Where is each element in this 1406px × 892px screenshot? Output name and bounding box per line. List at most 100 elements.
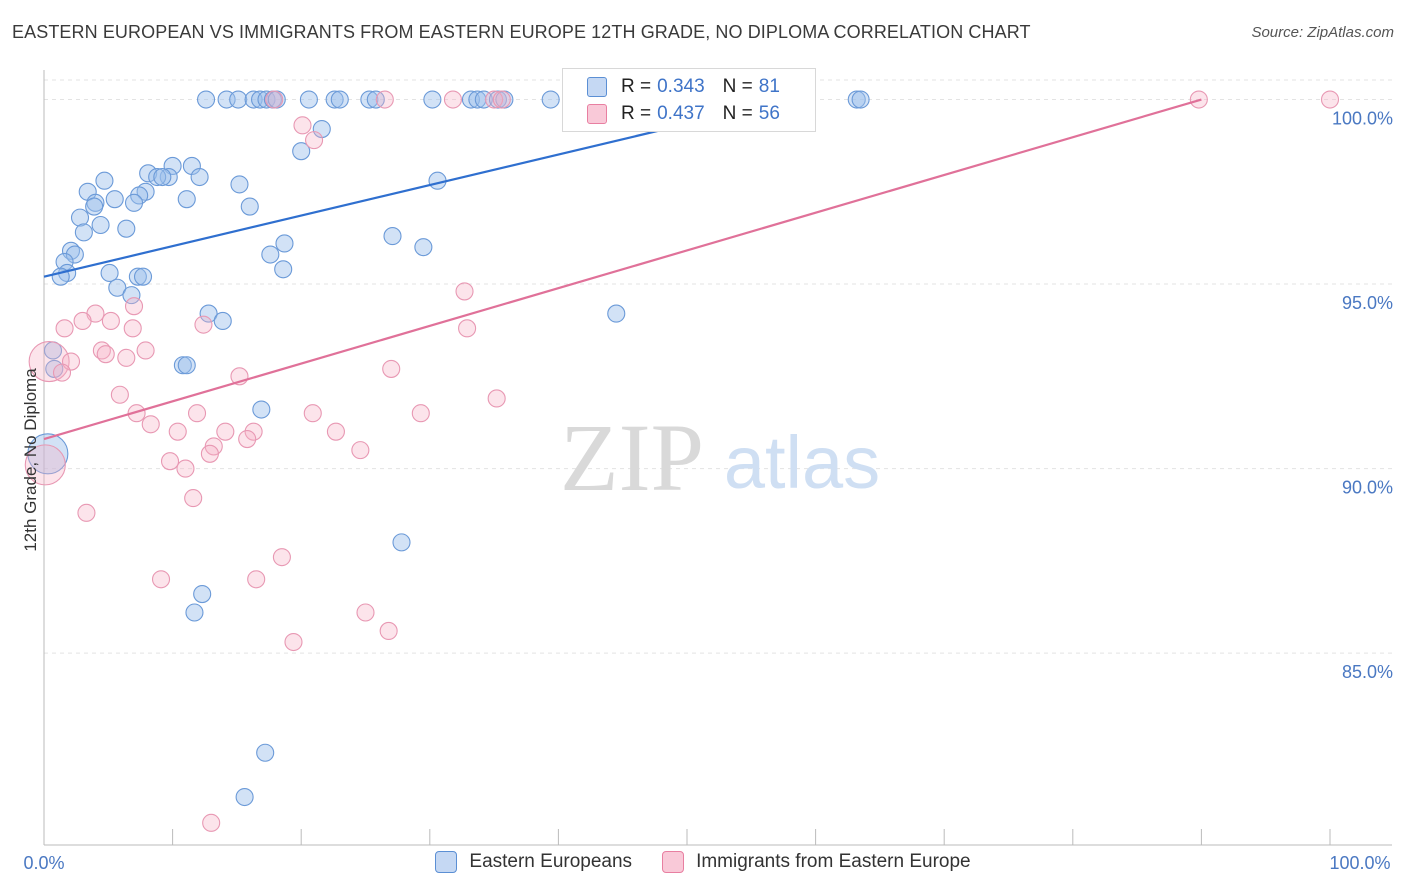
data-points: [24, 90, 1340, 832]
chart-title: EASTERN EUROPEAN VS IMMIGRANTS FROM EAST…: [12, 22, 1031, 42]
point-eastern-european: [153, 167, 172, 187]
point-eastern-european: [163, 156, 182, 176]
point-eastern-european: [474, 90, 493, 109]
point-immigrant: [110, 385, 129, 404]
point-eastern-european: [117, 219, 136, 238]
point-eastern-european: [27, 433, 69, 475]
point-eastern-european: [847, 90, 866, 109]
point-eastern-european: [108, 278, 127, 297]
point-immigrant: [151, 570, 171, 589]
point-immigrant: [141, 415, 160, 434]
point-immigrant: [379, 621, 398, 641]
point-immigrant: [487, 389, 506, 408]
point-immigrant: [247, 570, 266, 589]
point-eastern-european: [423, 90, 442, 109]
point-eastern-european: [177, 190, 196, 209]
point-eastern-european: [325, 90, 344, 109]
point-immigrant: [73, 311, 92, 331]
point-eastern-european: [488, 90, 508, 109]
legend-item-immigrants: Immigrants from Eastern Europe: [662, 851, 971, 873]
point-eastern-european: [292, 142, 311, 161]
legend-n-value-series1: 81: [758, 76, 780, 97]
point-eastern-european: [383, 227, 402, 246]
point-eastern-european: [100, 263, 119, 283]
point-immigrant: [443, 90, 462, 109]
point-eastern-european: [193, 584, 212, 604]
point-immigrant: [244, 422, 263, 441]
y-tick-label: 85.0%: [1342, 662, 1393, 682]
x-tick-label: 0.0%: [23, 853, 64, 873]
point-immigrant: [55, 319, 74, 338]
point-eastern-european: [70, 208, 90, 227]
point-eastern-european: [185, 603, 204, 622]
point-immigrant: [351, 441, 370, 460]
axes: [43, 70, 1392, 846]
point-immigrant: [411, 404, 430, 423]
point-eastern-european: [851, 90, 870, 109]
legend-r-value-series1: 0.343: [657, 76, 705, 97]
legend-n-label: N =: [722, 76, 753, 97]
legend-r-label: R =: [621, 103, 652, 124]
point-eastern-european: [414, 238, 433, 257]
point-eastern-european: [299, 90, 318, 109]
point-eastern-european: [275, 234, 294, 253]
point-immigrant: [24, 444, 66, 486]
legend-r-value-series2: 0.437: [657, 103, 705, 124]
point-eastern-european: [190, 167, 209, 187]
trend-lines: [43, 98, 1202, 441]
point-eastern-european: [256, 743, 275, 762]
point-eastern-european: [133, 267, 153, 286]
point-immigrant: [238, 429, 257, 449]
point-eastern-european: [360, 90, 379, 109]
point-eastern-european: [105, 190, 124, 209]
point-immigrant: [458, 319, 477, 338]
watermark-zip: ZIP: [560, 404, 704, 511]
point-immigrant: [184, 489, 203, 508]
point-eastern-european: [173, 356, 192, 375]
legend-swatch-blue: [587, 77, 607, 97]
point-eastern-european: [65, 245, 84, 264]
legend-r-label: R =: [621, 76, 652, 97]
point-immigrant: [265, 90, 284, 109]
point-immigrant: [127, 404, 146, 423]
point-immigrant: [176, 459, 195, 478]
point-eastern-european: [261, 245, 280, 264]
point-eastern-european: [541, 90, 560, 109]
point-immigrant: [28, 340, 70, 383]
point-immigrant: [326, 422, 345, 441]
point-immigrant: [485, 90, 504, 109]
point-eastern-european: [229, 90, 248, 109]
point-immigrant: [284, 632, 303, 652]
point-eastern-european: [213, 311, 232, 331]
legend-row-series2: R = 0.437 N = 56: [587, 101, 786, 127]
point-eastern-european: [122, 286, 141, 305]
stats-legend: R = 0.343 N = 81 R = 0.437 N = 56: [562, 68, 816, 132]
point-immigrant: [202, 813, 221, 832]
point-immigrant: [272, 548, 291, 567]
legend-row-series1: R = 0.343 N = 81: [587, 74, 786, 100]
point-eastern-european: [330, 90, 349, 109]
point-eastern-european: [257, 90, 276, 109]
point-eastern-european: [244, 90, 263, 109]
legend-item-eastern-europeans: Eastern Europeans: [435, 851, 632, 873]
point-immigrant: [293, 116, 312, 135]
legend-n-label: N =: [722, 103, 753, 124]
point-immigrant: [305, 131, 324, 150]
point-immigrant: [77, 503, 96, 522]
legend-label-eastern-europeans: Eastern Europeans: [469, 851, 633, 872]
point-eastern-european: [177, 356, 196, 375]
point-immigrant: [168, 422, 187, 441]
point-eastern-european: [55, 252, 74, 271]
point-eastern-european: [235, 787, 254, 807]
point-eastern-european: [148, 167, 167, 187]
legend-swatch-pink: [587, 104, 607, 124]
point-eastern-european: [128, 267, 147, 286]
point-eastern-european: [607, 304, 626, 323]
point-eastern-european: [196, 90, 216, 109]
point-immigrant: [1320, 90, 1340, 109]
y-axis-label: 12th Grade, No Diploma: [21, 368, 40, 552]
point-immigrant: [455, 282, 474, 301]
point-immigrant: [52, 363, 72, 382]
point-immigrant: [187, 404, 207, 423]
legend-swatch-blue: [435, 851, 458, 873]
